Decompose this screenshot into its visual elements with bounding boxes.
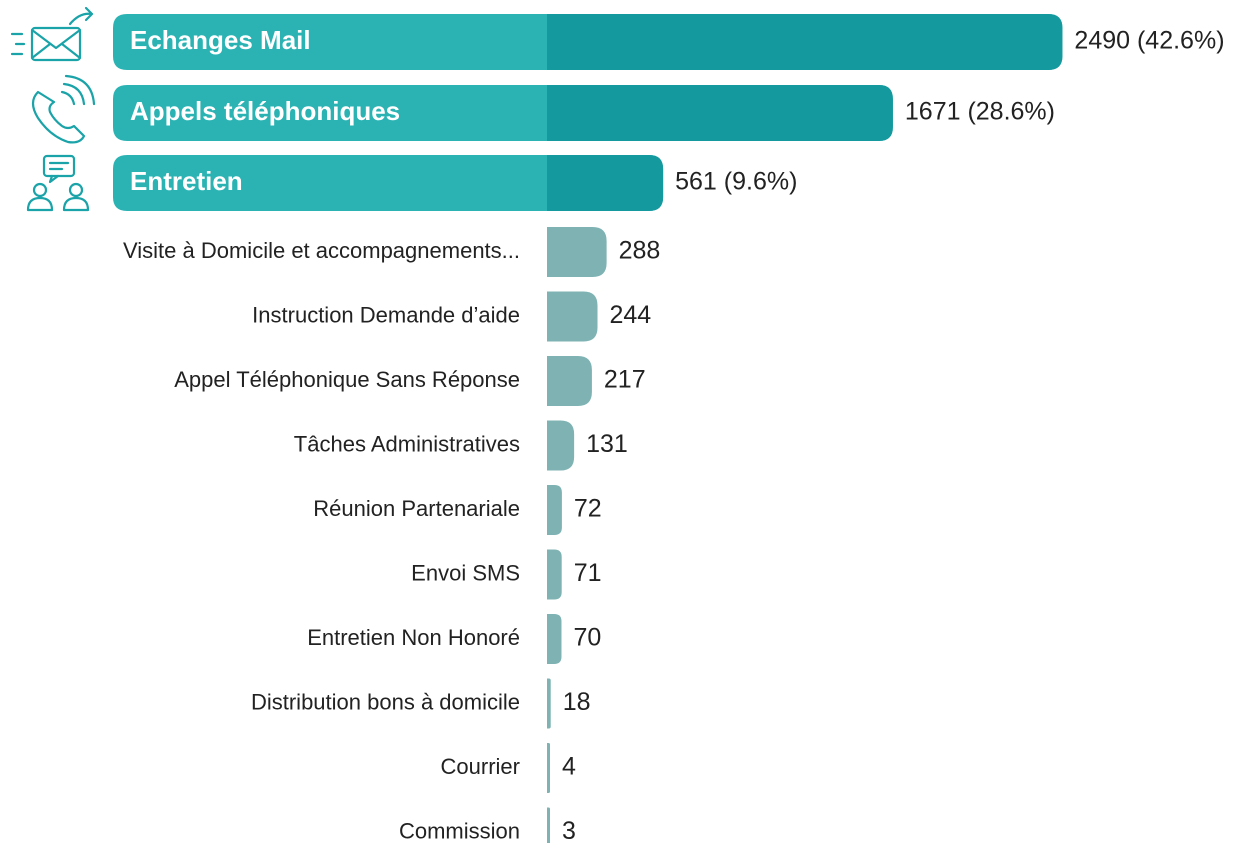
phone-icon [31,74,96,144]
bar [547,485,562,535]
value-label: 71 [574,559,602,587]
mail-icon [10,6,94,62]
value-label: 131 [586,430,628,458]
meeting-icon [26,154,90,212]
value-label: 2490 (42.6%) [1074,27,1224,55]
bar [547,227,607,277]
category-label: Entretien Non Honoré [307,625,520,650]
category-label: Entretien [130,166,243,196]
bar [547,549,562,600]
value-label: 1671 (28.6%) [905,98,1055,126]
value-label: 4 [562,753,576,781]
bar-background [113,155,664,211]
bar [547,155,664,211]
value-label: 217 [604,366,646,394]
category-label: Instruction Demande d’aide [252,302,520,327]
category-label: Echanges Mail [130,25,311,55]
value-label: 70 [573,624,601,652]
value-label: 3 [562,817,576,843]
value-label: 244 [610,301,652,329]
bar [547,356,592,406]
category-label: Courrier [441,754,520,779]
category-label: Tâches Administratives [294,431,520,456]
category-label: Distribution bons à domicile [251,689,520,714]
category-label: Visite à Domicile et accompagnements... [123,238,520,263]
bar [547,420,575,471]
bar [547,614,562,664]
bar [547,743,550,793]
bar [547,678,551,729]
value-label: 72 [574,495,602,523]
bar [547,14,1063,70]
bar [547,85,893,141]
category-label: Appel Téléphonique Sans Réponse [174,367,520,392]
bar [547,291,598,342]
value-label: 18 [563,688,591,716]
value-label: 288 [619,237,661,265]
category-label: Commission [399,818,520,843]
category-label: Réunion Partenariale [313,496,520,521]
category-label: Appels téléphoniques [130,96,400,126]
bar [547,807,550,843]
category-label: Envoi SMS [411,560,520,585]
value-label: 561 (9.6%) [675,168,797,196]
